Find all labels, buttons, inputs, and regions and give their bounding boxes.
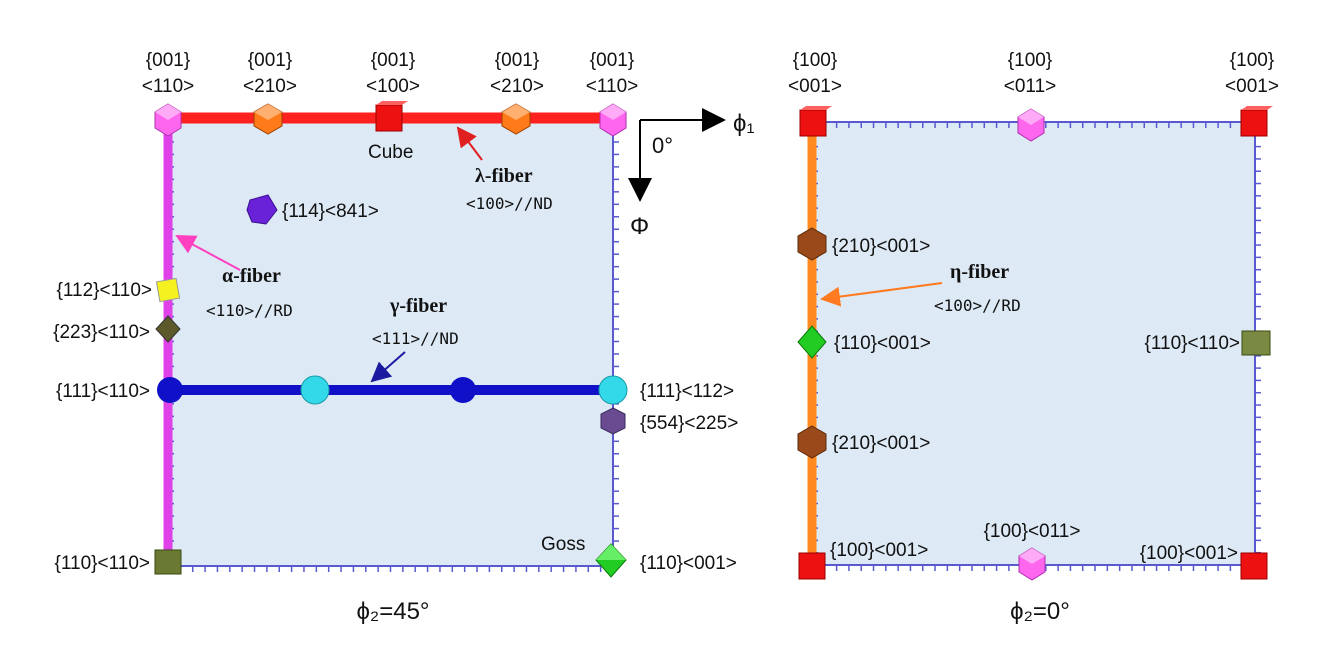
marker-cube [375, 101, 408, 132]
left-top-label-1-line1: {001} [146, 50, 190, 71]
label-111-110: {111}<110> [56, 381, 150, 402]
label-110-110-left: {110}<110> [55, 553, 150, 574]
left-top-label-5-line2: <110> [586, 76, 638, 97]
left-panel: {001} <110> {001} <210> {001} <100> {001… [53, 50, 738, 625]
marker-111-110 [157, 377, 183, 403]
right-top-label-1-line1: {100} [793, 50, 837, 71]
marker-223-110 [155, 315, 181, 343]
marker-100-001-top-left [799, 106, 832, 137]
label-223-110: {223}<110> [53, 322, 150, 343]
phi1-axis-label: ϕ₁ [733, 110, 755, 137]
marker-114-841 [246, 194, 278, 225]
gamma-fiber-desc: <111>//ND [372, 329, 459, 348]
label-110-001-right-panel: {110}<001> [834, 333, 931, 354]
label-100-011-bottom: {100}<011> [984, 521, 1081, 542]
left-top-labels: {001} <110> {001} <210> {001} <100> {001… [142, 50, 638, 97]
gamma-fiber-name: γ-fiber [389, 295, 447, 317]
right-panel: {100} <001> {100} <011> {100} <001> {210… [788, 50, 1279, 625]
left-top-label-3-line2: <100> [366, 76, 420, 97]
cube-label: Cube [368, 142, 413, 163]
label-100-001-bottom-right: {100}<001> [1140, 543, 1238, 564]
marker-001-210-a [253, 103, 283, 135]
marker-100-011-top [1017, 108, 1045, 142]
marker-110-110-right [1241, 330, 1271, 356]
axes-origin-label: 0° [652, 133, 673, 158]
right-panel-caption: ϕ₂=0° [1010, 598, 1070, 625]
left-panel-caption: ϕ₂=45° [356, 598, 429, 625]
left-top-label-5-line1: {001} [590, 50, 634, 71]
marker-110-110-left [154, 549, 182, 575]
alpha-fiber-name: α-fiber [222, 265, 281, 287]
goss-label: Goss [541, 534, 585, 555]
label-110-001-goss: {110}<001> [640, 553, 737, 574]
marker-001-110-left [154, 103, 182, 137]
lambda-fiber-arrow [456, 126, 483, 161]
label-554-225: {554}<225> [640, 413, 738, 434]
marker-111-112 [598, 375, 628, 405]
marker-110-001-right-panel [797, 325, 827, 359]
alpha-fiber-arrow [175, 235, 241, 271]
lambda-fiber-name: λ-fiber [475, 165, 533, 187]
left-panel-area [167, 116, 614, 567]
right-top-label-2-line1: {100} [1008, 50, 1052, 71]
right-top-label-2-line2: <011> [1004, 76, 1056, 97]
marker-100-001-top-right [1240, 106, 1273, 137]
left-top-label-2-line1: {001} [248, 50, 292, 71]
axes-indicator: 0° ϕ₁ Φ [628, 108, 755, 240]
lambda-fiber-desc: <100>//ND [466, 194, 553, 213]
marker-goss [595, 543, 627, 578]
eta-fiber-desc: <100>//RD [934, 296, 1021, 315]
marker-100-001-bottom-left [798, 552, 826, 580]
label-110-110-right: {110}<110> [1145, 333, 1240, 354]
marker-554-225 [600, 407, 626, 435]
marker-001-210-b [501, 103, 531, 135]
marker-gamma-blue-2 [450, 377, 476, 403]
marker-001-110-right [599, 103, 627, 137]
marker-210-001-lower [797, 425, 827, 459]
marker-100-001-bottom-right [1240, 552, 1268, 580]
left-top-label-1-line2: <110> [142, 76, 194, 97]
left-top-label-4-line2: <210> [490, 76, 544, 97]
marker-100-011-bottom [1018, 547, 1046, 581]
left-top-label-4-line1: {001} [495, 50, 539, 71]
label-112-110: {112}<110> [57, 280, 152, 301]
label-100-001-bottom-left: {100}<001> [830, 540, 928, 561]
Phi-axis-label: Φ [630, 213, 649, 240]
marker-210-001-upper [797, 227, 827, 261]
left-top-label-3-line1: {001} [371, 50, 415, 71]
marker-gamma-cyan-1 [300, 375, 330, 405]
right-top-label-1-line2: <001> [788, 76, 842, 97]
alpha-fiber-desc: <110>//RD [206, 301, 293, 320]
right-top-labels: {100} <001> {100} <011> {100} <001> [788, 50, 1279, 97]
right-top-label-3-line2: <001> [1225, 76, 1279, 97]
label-210-001-lower: {210}<001> [832, 433, 930, 454]
label-210-001-upper: {210}<001> [832, 236, 930, 257]
label-111-112: {111}<112> [640, 381, 734, 402]
marker-112-110 [155, 277, 181, 303]
left-top-label-2-line2: <210> [243, 76, 297, 97]
orientation-114-label: {114}<841> [282, 201, 379, 222]
gamma-fiber-arrow [370, 351, 406, 383]
eta-fiber-name: η-fiber [950, 261, 1009, 283]
right-top-label-3-line1: {100} [1230, 50, 1274, 71]
eta-fiber-arrow [820, 282, 943, 307]
